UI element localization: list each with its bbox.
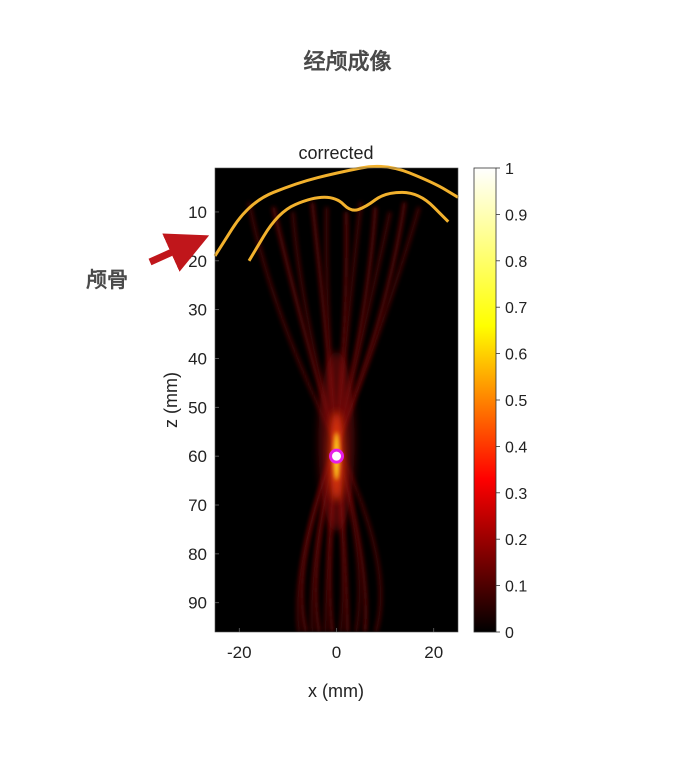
colorbar-tick-label: 0.9 [505,207,527,224]
y-tick-label: 50 [188,398,207,417]
y-tick-label: 20 [188,252,207,271]
colorbar-tick-label: 0.6 [505,347,527,364]
skull-outer-curve [213,164,459,257]
skull-arrow [148,233,210,272]
colorbar-tick-label: 0.2 [505,532,527,549]
colorbar-tick-label: 0.5 [505,393,527,410]
y-axis-label: z (mm) [161,372,181,428]
colorbar-tick-label: 0.7 [505,300,527,317]
colorbar-tick-label: 0.4 [505,439,527,456]
colorbar-tick-label: 1 [505,161,514,178]
y-tick-label: 30 [188,301,207,320]
focus-marker [329,448,344,464]
x-tick-label: 0 [332,643,341,662]
skull-label: 颅骨 [86,269,128,292]
colorbar-tick-label: 0.1 [505,579,527,596]
skull-inner-curve [247,190,450,262]
colorbar-tick-label: 0.8 [505,254,527,271]
chart-title: corrected [298,143,373,163]
page-title: 经颅成像 [303,49,392,74]
beam-field [247,201,421,632]
y-tick-label: 60 [188,447,207,466]
x-tick-label: -20 [227,643,252,662]
x-axis-label: x (mm) [308,681,364,701]
y-tick-label: 90 [188,594,207,613]
colorbar-tick-label: 0.3 [505,486,527,503]
y-tick-label: 80 [188,545,207,564]
colorbar-tick-label: 0 [505,625,514,642]
y-tick-label: 70 [188,496,207,515]
colorbar [473,167,497,633]
y-tick-label: 40 [188,349,207,368]
x-tick-label: 20 [424,643,443,662]
y-tick-label: 10 [188,203,207,222]
